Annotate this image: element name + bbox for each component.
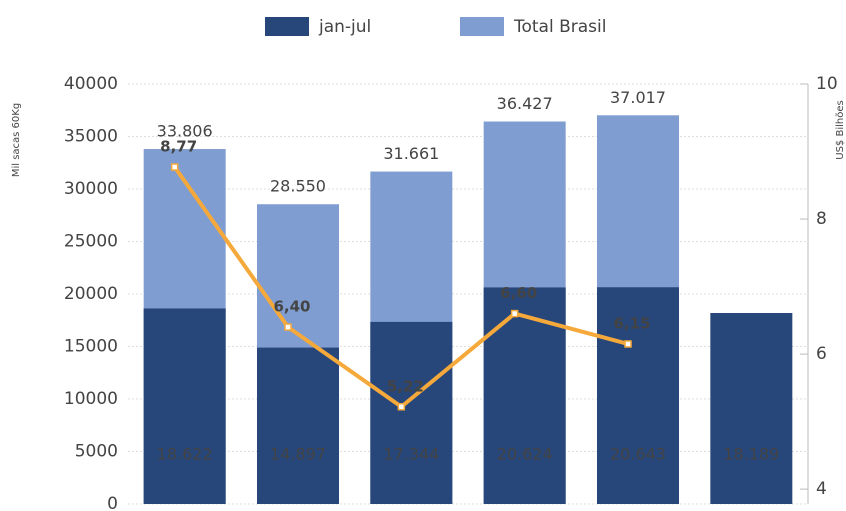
y-tick-label: 0 [107,494,118,511]
bar [370,321,453,504]
data-label: 14.897 [270,445,326,464]
y-tick-label: 25000 [64,232,118,252]
data-label: 20.624 [497,445,553,464]
legend-swatch [460,17,504,36]
point [510,309,519,318]
y2-tick-label: 6 [816,344,827,364]
y-tick-label: 10000 [64,389,118,409]
line-label: 5,22 [387,377,424,395]
legend-label: Total Brasil [513,17,606,37]
y2-tick-label: 8 [816,209,827,229]
line-label: 6,60 [500,284,537,302]
y-tick-label: 20000 [64,284,118,304]
data-label: 18.189 [723,445,779,464]
data-label: 20.643 [610,445,666,464]
bar [483,287,566,504]
y-tick-label: 15000 [64,337,118,357]
line-label: 6,15 [613,314,650,332]
point [624,340,632,348]
y-tick-label: 30000 [64,179,118,199]
bar [710,313,793,504]
point [397,403,406,411]
legend-label: jan-jul [318,17,371,37]
legend-swatch [265,17,309,36]
data-label: 17.344 [383,445,439,464]
data-label: 36.427 [497,94,553,113]
point [284,323,292,331]
data-label: 37.017 [610,88,666,107]
line-label: 8,77 [160,138,197,156]
data-label: 33.806 [157,122,213,141]
y2-tick-label: 10 [816,74,838,94]
data-label: 28.550 [270,177,326,196]
y-axis-label: Mil sacas 60Kg [11,103,22,177]
y-tick-label: 40000 [64,74,118,94]
y2-axis-label: US$ Bilhões [835,100,846,159]
point [170,163,179,171]
bar [597,287,679,504]
data-label: 18.622 [157,445,213,464]
bar [143,308,226,504]
y2-tick-label: 4 [816,479,827,499]
y-tick-label: 5000 [75,442,118,462]
bar [257,347,339,504]
line-label: 6,40 [273,298,310,316]
data-label: 31.661 [383,144,439,163]
y-tick-label: 35000 [64,127,118,147]
